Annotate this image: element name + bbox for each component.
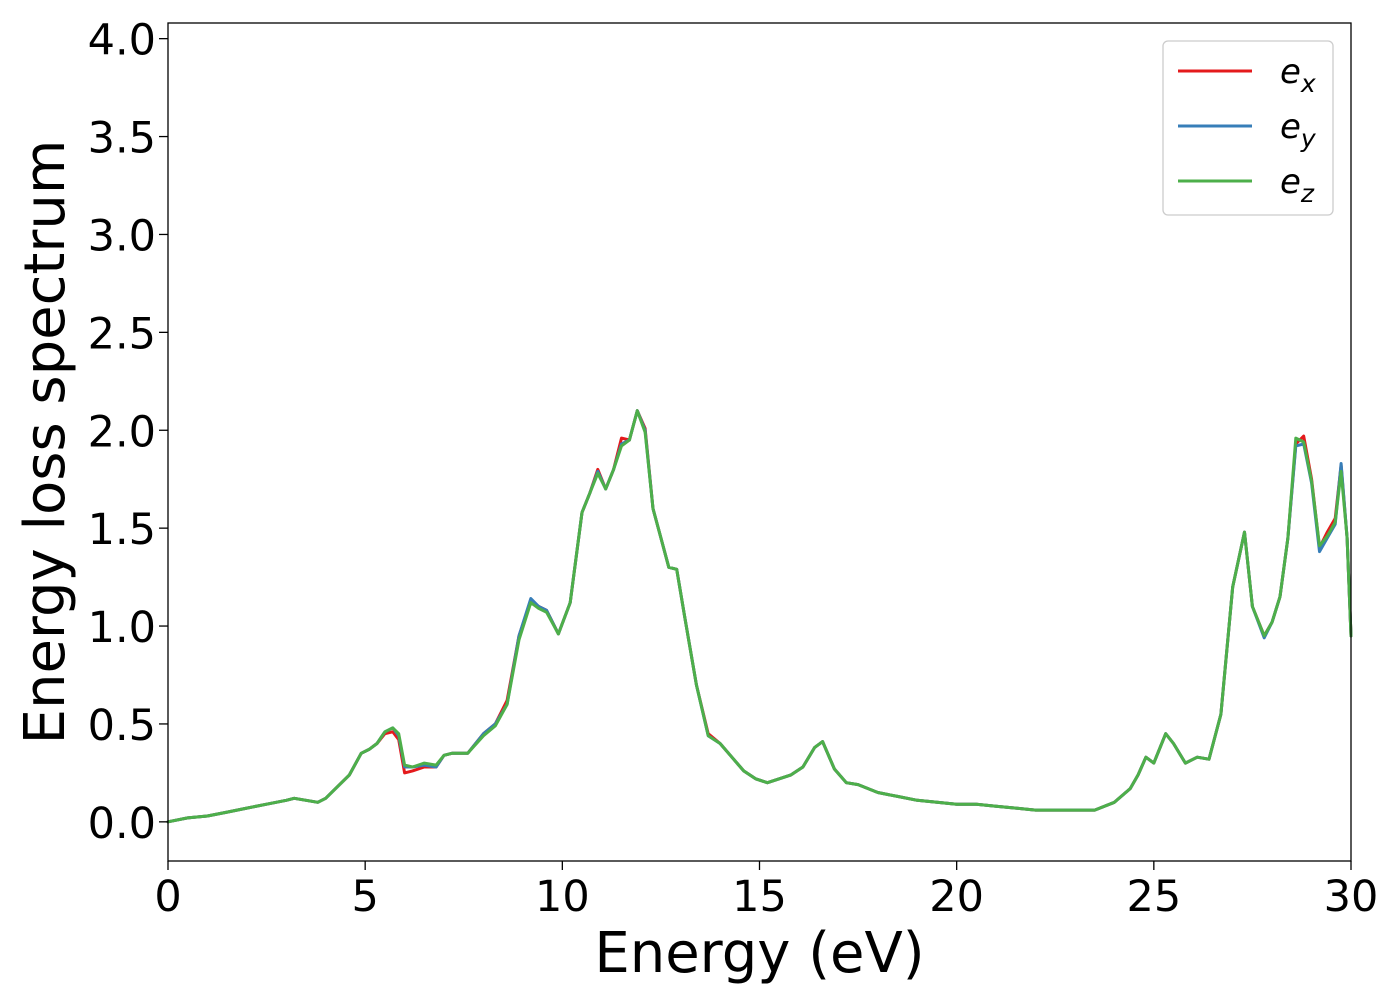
axes-layer: 0 5 10 15 20 25 30 0.0 0.5 1.0 1.5 2.0 2.5 3.0 3.5 4.0 E… xyxy=(13,16,1378,986)
legend-label-base: e xyxy=(1280,52,1301,92)
x-tick-label: 30 xyxy=(1324,872,1379,922)
series-layer xyxy=(166,409,1353,824)
x-tick-label: 20 xyxy=(929,872,984,922)
series-line-y xyxy=(166,409,1353,824)
x-tick-label: 5 xyxy=(351,872,378,922)
legend-label-subscript: z xyxy=(1300,179,1315,208)
x-tick-label: 25 xyxy=(1126,872,1181,922)
legend-label-base: e xyxy=(1280,107,1301,147)
legend-label-z: ez xyxy=(1280,162,1315,208)
legend-label-base: e xyxy=(1280,162,1301,202)
legend-label-x: ex xyxy=(1280,52,1316,98)
y-axis-title: Energy loss spectrum xyxy=(13,140,78,745)
legend-box xyxy=(1162,40,1334,216)
y-tick-label: 2.0 xyxy=(88,407,156,457)
y-tick-label: 4.0 xyxy=(88,16,156,66)
legend-label-subscript: y xyxy=(1300,124,1317,153)
y-tick-label: 1.0 xyxy=(88,603,156,653)
y-tick-label: 3.5 xyxy=(88,114,156,164)
y-tick-label: 2.5 xyxy=(88,309,156,359)
y-tick-label: 0.5 xyxy=(88,701,156,751)
y-tick-label: 3.0 xyxy=(88,211,156,261)
legend-label-y: ey xyxy=(1280,107,1317,153)
y-tick-label: 0.0 xyxy=(88,799,156,849)
y-tick-label: 1.5 xyxy=(88,505,156,555)
series-line-z xyxy=(166,409,1353,824)
series-line-x xyxy=(166,409,1353,824)
legend-label-subscript: x xyxy=(1300,69,1316,98)
x-tick-label: 0 xyxy=(154,872,181,922)
x-tick-label: 15 xyxy=(732,872,787,922)
x-axis-title: Energy (eV) xyxy=(594,921,924,986)
x-tick-label: 10 xyxy=(535,872,590,922)
